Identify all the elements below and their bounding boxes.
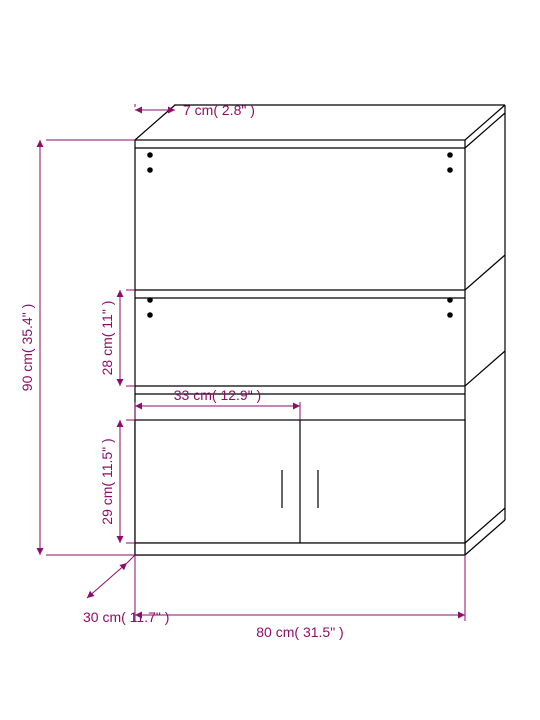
label-height-total: 90 cm( 35.4" ) — [19, 304, 35, 391]
label-door-width: 33 cm( 12.9" ) — [174, 387, 261, 403]
label-door-height: 29 cm( 11.5" ) — [99, 438, 115, 524]
label-depth-bottom: 30 cm( 11.7" ) — [83, 609, 169, 625]
label-shelf-height: 28 cm( 11" ) — [99, 301, 115, 376]
label-width-bottom: 80 cm( 31.5" ) — [256, 624, 343, 640]
label-top-depth: 7 cm( 2.8" ) — [183, 102, 255, 118]
